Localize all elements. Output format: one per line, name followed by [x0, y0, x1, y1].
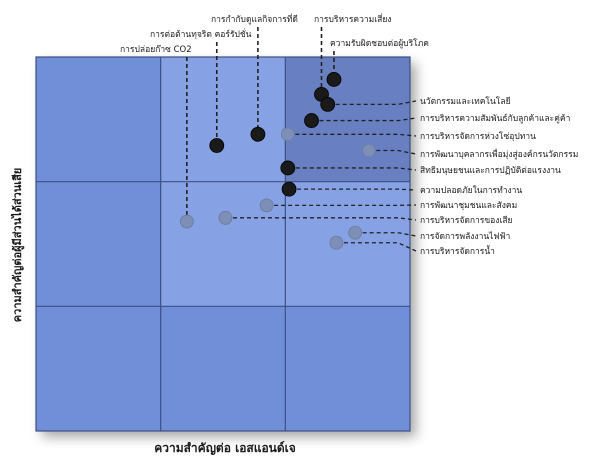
data-label: การพัฒนาบุคลากรเพื่อมุ่งสู่องค์กรนวัตกรร…: [420, 148, 578, 160]
data-label: การบริหารจัดการน้ำ: [420, 245, 495, 257]
data-point: [281, 161, 295, 175]
data-point: [260, 199, 273, 212]
data-label: การจัดการพลังงานไฟฟ้า: [420, 231, 510, 242]
data-label: นวัตกรรมและเทคโนโลยี: [420, 96, 511, 107]
data-point: [321, 97, 335, 111]
data-label: การพัฒนาชุมชนและสังคม: [420, 201, 517, 211]
data-point: [210, 139, 224, 153]
top-right-shade: [285, 57, 410, 182]
data-label: การบริหารจัดการของเสีย: [420, 215, 513, 226]
data-label: การบริหารความเสี่ยง: [314, 13, 391, 25]
data-label: การบริหารความสัมพันธ์กับลูกค้าและคู่ค้า: [420, 113, 570, 124]
data-point: [180, 215, 193, 228]
data-point: [305, 114, 319, 128]
y-axis-label: ความสำคัญต่อผู้มีส่วนได้ส่วนเสีย: [10, 168, 25, 322]
data-label: การต่อต้านทุจริต คอร์รัปชั่น: [150, 28, 252, 40]
x-axis-label: ความสำคัญต่อ เอสแอนด์เจ: [154, 441, 296, 455]
plot-background: [36, 57, 410, 431]
data-point: [282, 182, 296, 196]
data-label: ความปลอดภัยในการทำงาน: [420, 185, 522, 196]
data-label: การกำกับดูแลกิจการที่ดี: [211, 13, 298, 25]
data-label: สิทธิมนุษยชนและการปฏิบัติต่อแรงงาน: [420, 166, 561, 176]
data-label: การบริหารจัดการห่วงโซ่อุปทาน: [420, 131, 536, 142]
data-point: [251, 127, 265, 141]
data-point: [330, 236, 343, 249]
data-label: ความรับผิดชอบต่อผู้บริโภค: [330, 38, 429, 49]
data-label: การปล่อยก๊าซ CO2: [120, 44, 192, 55]
data-point: [362, 144, 375, 157]
data-point: [349, 226, 362, 239]
data-point: [281, 128, 294, 141]
data-point: [219, 211, 232, 224]
data-point: [327, 72, 341, 86]
